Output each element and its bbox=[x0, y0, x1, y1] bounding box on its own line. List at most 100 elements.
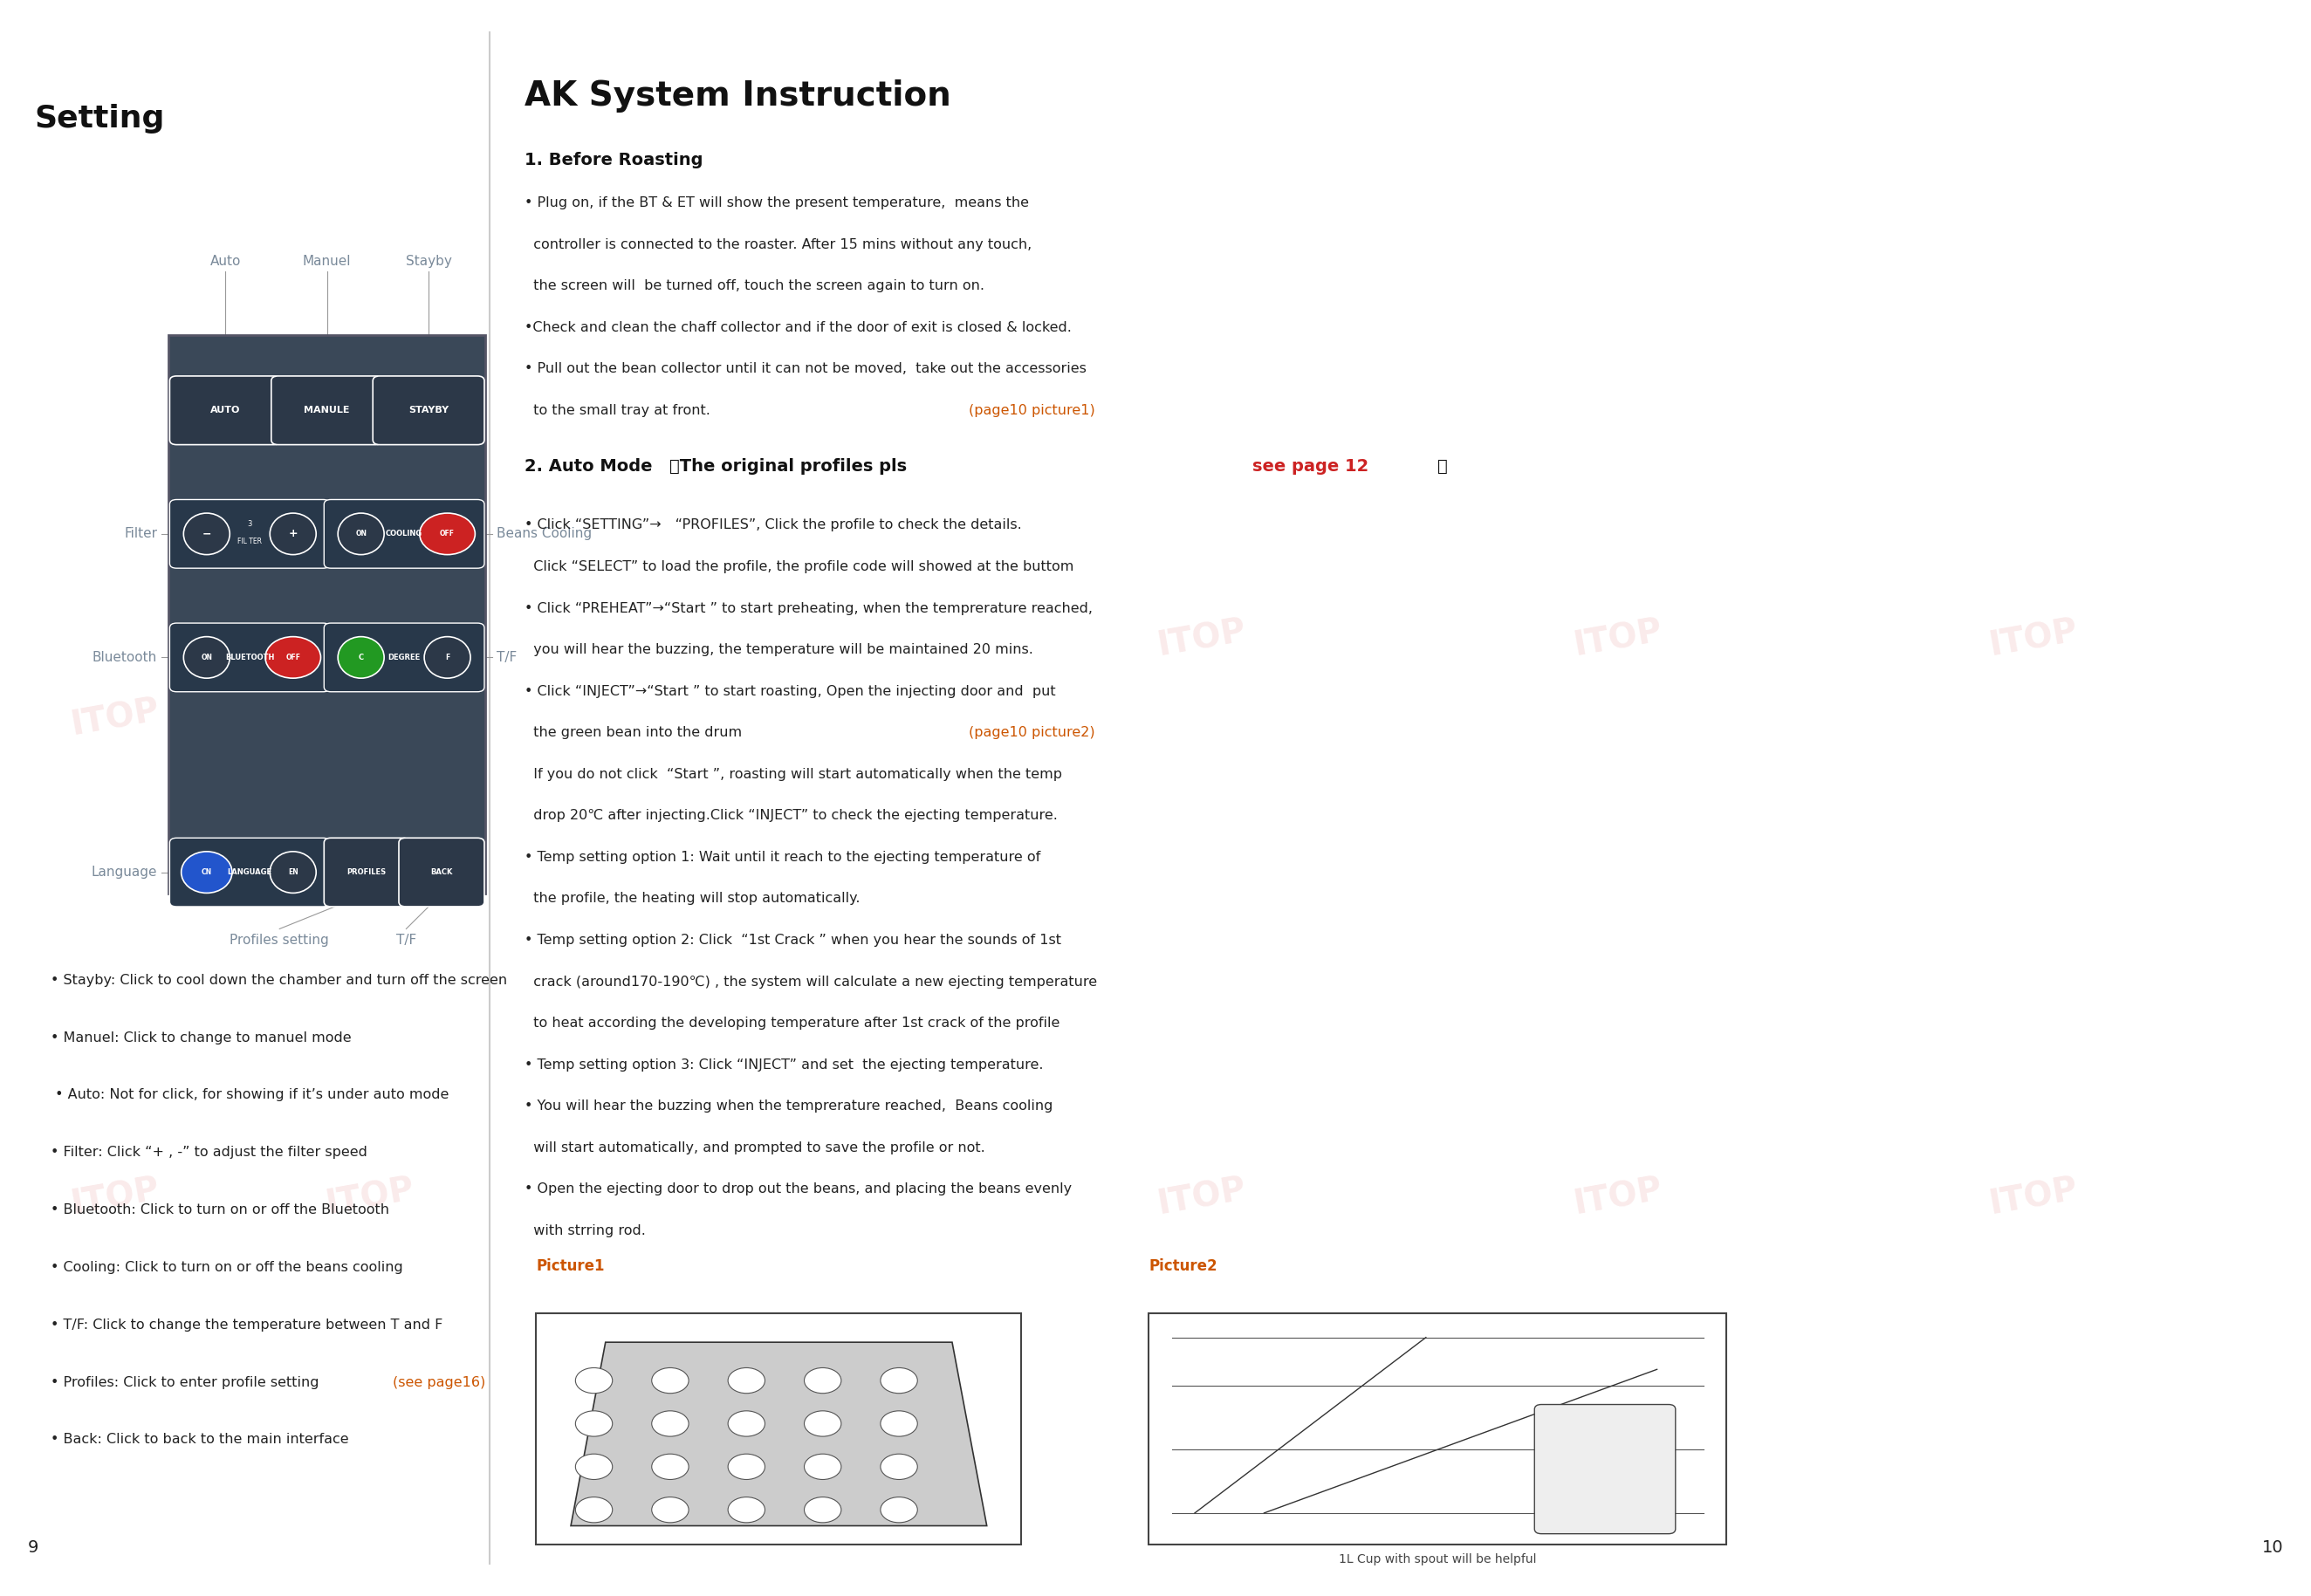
FancyBboxPatch shape bbox=[169, 500, 330, 568]
Ellipse shape bbox=[183, 514, 229, 555]
Text: Bluetooth: Bluetooth bbox=[92, 651, 157, 664]
Circle shape bbox=[652, 1497, 689, 1523]
Text: AUTO: AUTO bbox=[210, 405, 240, 415]
Text: • Stayby: Click to cool down the chamber and turn off the screen: • Stayby: Click to cool down the chamber… bbox=[51, 974, 508, 986]
Circle shape bbox=[652, 1454, 689, 1479]
Text: crack (around170-190℃) , the system will calculate a new ejecting temperature: crack (around170-190℃) , the system will… bbox=[525, 975, 1098, 988]
Text: • Plug on, if the BT & ET will show the present temperature,  means the: • Plug on, if the BT & ET will show the … bbox=[525, 196, 1028, 209]
Text: • Click “PREHEAT”→“Start ” to start preheating, when the temprerature reached,: • Click “PREHEAT”→“Start ” to start preh… bbox=[525, 602, 1093, 614]
FancyBboxPatch shape bbox=[536, 1314, 1021, 1545]
Text: ITOP: ITOP bbox=[1987, 1173, 2080, 1221]
Circle shape bbox=[652, 1411, 689, 1436]
Text: • Bluetooth: Click to turn on or off the Bluetooth: • Bluetooth: Click to turn on or off the… bbox=[51, 1203, 391, 1216]
FancyBboxPatch shape bbox=[372, 377, 485, 445]
Text: • Pull out the bean collector until it can not be moved,  take out the accessori: • Pull out the bean collector until it c… bbox=[525, 362, 1086, 375]
FancyBboxPatch shape bbox=[324, 500, 485, 568]
Text: Click “SELECT” to load the profile, the profile code will showed at the buttom: Click “SELECT” to load the profile, the … bbox=[525, 560, 1075, 573]
Polygon shape bbox=[571, 1342, 987, 1526]
Text: you will hear the buzzing, the temperature will be maintained 20 mins.: you will hear the buzzing, the temperatu… bbox=[525, 643, 1033, 656]
Text: •Check and clean the chaff collector and if the door of exit is closed & locked.: •Check and clean the chaff collector and… bbox=[525, 321, 1072, 334]
Text: C: C bbox=[358, 653, 363, 661]
Text: • Cooling: Click to turn on or off the beans cooling: • Cooling: Click to turn on or off the b… bbox=[51, 1261, 402, 1274]
Ellipse shape bbox=[183, 637, 229, 678]
Text: ITOP: ITOP bbox=[324, 694, 416, 742]
Text: AK System Instruction: AK System Instruction bbox=[525, 80, 952, 113]
Text: 3: 3 bbox=[247, 520, 252, 528]
Circle shape bbox=[728, 1497, 765, 1523]
Text: ITOP: ITOP bbox=[69, 1173, 162, 1221]
Text: the profile, the heating will stop automatically.: the profile, the heating will stop autom… bbox=[525, 892, 860, 905]
Text: ITOP: ITOP bbox=[1987, 614, 2080, 662]
Text: Language: Language bbox=[90, 865, 157, 879]
Ellipse shape bbox=[337, 637, 384, 678]
Text: • Open the ejecting door to drop out the beans, and placing the beans evenly: • Open the ejecting door to drop out the… bbox=[525, 1183, 1072, 1195]
Text: the green bean into the drum: the green bean into the drum bbox=[525, 726, 746, 739]
Text: • Profiles: Click to enter profile setting: • Profiles: Click to enter profile setti… bbox=[51, 1376, 324, 1389]
FancyBboxPatch shape bbox=[169, 377, 282, 445]
Ellipse shape bbox=[270, 514, 317, 555]
Text: BLUETOOTH: BLUETOOTH bbox=[224, 653, 275, 661]
Circle shape bbox=[880, 1368, 917, 1393]
Circle shape bbox=[575, 1497, 612, 1523]
Text: +: + bbox=[289, 528, 298, 539]
Text: T/F: T/F bbox=[497, 651, 518, 664]
Text: 10: 10 bbox=[2262, 1540, 2283, 1556]
FancyBboxPatch shape bbox=[1149, 1314, 1726, 1545]
Text: T/F: T/F bbox=[395, 934, 416, 946]
FancyBboxPatch shape bbox=[324, 622, 485, 691]
FancyBboxPatch shape bbox=[1535, 1404, 1675, 1534]
Text: −: − bbox=[201, 528, 210, 539]
Text: ITOP: ITOP bbox=[69, 694, 162, 742]
Text: PROFILES: PROFILES bbox=[347, 868, 386, 876]
Text: ON: ON bbox=[356, 530, 367, 538]
Circle shape bbox=[575, 1454, 612, 1479]
Text: • Filter: Click “+ , -” to adjust the filter speed: • Filter: Click “+ , -” to adjust the fi… bbox=[51, 1146, 367, 1159]
Ellipse shape bbox=[270, 852, 317, 894]
Text: • Manuel: Click to change to manuel mode: • Manuel: Click to change to manuel mode bbox=[51, 1031, 351, 1044]
Circle shape bbox=[575, 1368, 612, 1393]
Circle shape bbox=[728, 1411, 765, 1436]
Text: controller is connected to the roaster. After 15 mins without any touch,: controller is connected to the roaster. … bbox=[525, 238, 1033, 251]
Ellipse shape bbox=[180, 852, 231, 894]
Text: Picture1: Picture1 bbox=[536, 1258, 605, 1274]
Ellipse shape bbox=[337, 514, 384, 555]
Circle shape bbox=[880, 1411, 917, 1436]
Text: ITOP: ITOP bbox=[1156, 1173, 1248, 1221]
Text: OFF: OFF bbox=[439, 530, 455, 538]
Text: • Auto: Not for click, for showing if it’s under auto mode: • Auto: Not for click, for showing if it… bbox=[51, 1088, 448, 1101]
FancyBboxPatch shape bbox=[400, 838, 485, 907]
Circle shape bbox=[575, 1411, 612, 1436]
FancyBboxPatch shape bbox=[169, 335, 485, 894]
Text: drop 20℃ after injecting.Click “INJECT” to check the ejecting temperature.: drop 20℃ after injecting.Click “INJECT” … bbox=[525, 809, 1058, 822]
Text: Picture2: Picture2 bbox=[1149, 1258, 1218, 1274]
Text: (page10 picture1): (page10 picture1) bbox=[968, 404, 1095, 417]
Text: Setting: Setting bbox=[35, 104, 164, 134]
Text: ITOP: ITOP bbox=[324, 1173, 416, 1221]
FancyBboxPatch shape bbox=[169, 622, 330, 691]
Text: ITOP: ITOP bbox=[1571, 1173, 1664, 1221]
Circle shape bbox=[652, 1368, 689, 1393]
Text: • Temp setting option 3: Click “INJECT” and set  the ejecting temperature.: • Temp setting option 3: Click “INJECT” … bbox=[525, 1058, 1045, 1071]
Ellipse shape bbox=[266, 637, 321, 678]
Text: Stayby: Stayby bbox=[404, 255, 451, 268]
Text: ITOP: ITOP bbox=[1156, 614, 1248, 662]
Text: BACK: BACK bbox=[430, 868, 453, 876]
Text: with strring rod.: with strring rod. bbox=[525, 1224, 645, 1237]
Text: • Click “INJECT”→“Start ” to start roasting, Open the injecting door and  put: • Click “INJECT”→“Start ” to start roast… bbox=[525, 685, 1056, 697]
Text: ITOP: ITOP bbox=[1571, 614, 1664, 662]
Text: • Temp setting option 1: Wait until it reach to the ejecting temperature of: • Temp setting option 1: Wait until it r… bbox=[525, 851, 1040, 863]
Circle shape bbox=[804, 1368, 841, 1393]
Text: (see page16): (see page16) bbox=[393, 1376, 485, 1389]
Text: Profiles setting: Profiles setting bbox=[229, 934, 328, 946]
FancyBboxPatch shape bbox=[324, 838, 409, 907]
Text: 1L Cup with spout will be helpful: 1L Cup with spout will be helpful bbox=[1338, 1553, 1537, 1566]
Text: to the small tray at front.: to the small tray at front. bbox=[525, 404, 719, 417]
Circle shape bbox=[804, 1454, 841, 1479]
Text: 2. Auto Mode （The original profiles pls: 2. Auto Mode （The original profiles pls bbox=[525, 458, 913, 474]
Text: ）: ） bbox=[1437, 458, 1447, 474]
Text: LANGUAGE: LANGUAGE bbox=[226, 868, 273, 876]
Text: F: F bbox=[446, 653, 451, 661]
Text: • T/F: Click to change the temperature between T and F: • T/F: Click to change the temperature b… bbox=[51, 1318, 444, 1331]
Circle shape bbox=[804, 1497, 841, 1523]
Circle shape bbox=[728, 1454, 765, 1479]
